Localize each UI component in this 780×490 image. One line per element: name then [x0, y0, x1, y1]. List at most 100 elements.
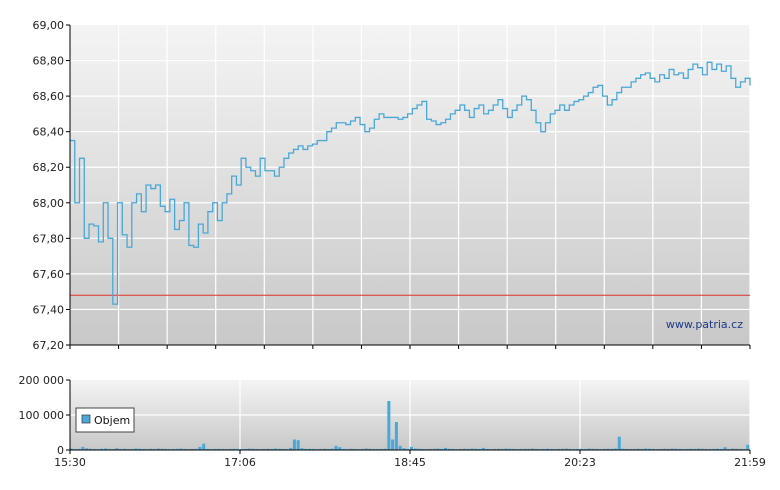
- volume-bar: [372, 448, 376, 450]
- volume-bar: [88, 448, 92, 450]
- volume-bar: [281, 448, 285, 450]
- volume-bar: [644, 448, 648, 450]
- volume-bar: [364, 448, 368, 450]
- volume-bar: [591, 448, 595, 450]
- volume-bar: [323, 448, 327, 450]
- volume-bar: [349, 448, 353, 450]
- volume-bar: [130, 448, 134, 450]
- volume-bar: [413, 448, 417, 450]
- price-y-axis: 69,00 68,80 68,60 68,40 68,20 68,00 67,80 67,60…: [33, 19, 70, 352]
- legend-swatch: [81, 414, 91, 424]
- volume-bar: [134, 448, 138, 450]
- volume-bar: [406, 448, 410, 450]
- price-y-tick-label: 67,40: [33, 303, 65, 316]
- volume-bar: [353, 448, 357, 450]
- volume-bar: [85, 448, 89, 450]
- volume-bar: [92, 448, 96, 450]
- volume-bar: [546, 448, 550, 450]
- volume-bar: [512, 448, 516, 450]
- price-y-tick-label: 68,20: [33, 161, 65, 174]
- volume-bar: [595, 448, 599, 450]
- volume-bar: [70, 448, 74, 450]
- volume-bar: [251, 448, 255, 450]
- volume-bar: [379, 448, 383, 450]
- volume-bar: [160, 448, 164, 450]
- volume-bar: [360, 448, 364, 450]
- volume-bar: [534, 448, 538, 450]
- volume-bar: [190, 448, 194, 450]
- volume-bar: [474, 448, 478, 450]
- volume-bar: [648, 448, 652, 450]
- volume-bar: [308, 448, 312, 450]
- price-y-tick-label: 68,80: [33, 55, 65, 68]
- volume-bar: [81, 446, 85, 450]
- volume-bar: [451, 448, 455, 450]
- volume-bar: [183, 448, 187, 450]
- volume-bar: [436, 448, 440, 450]
- volume-bar: [255, 448, 259, 450]
- volume-bar: [266, 448, 270, 450]
- volume-bar: [319, 448, 323, 450]
- volume-bar: [221, 448, 225, 450]
- volume-bar: [156, 448, 160, 450]
- volume-bar: [410, 446, 414, 450]
- volume-bar: [296, 440, 300, 450]
- time-x-axis: 15:30 17:06 18:45 20:23 21:59: [54, 450, 766, 469]
- volume-bar: [402, 448, 406, 450]
- volume-bar: [368, 448, 372, 450]
- volume-bar: [383, 448, 387, 450]
- volume-bar: [330, 448, 334, 450]
- volume-bar: [243, 448, 247, 450]
- time-x-tick-label: 15:30: [54, 456, 86, 469]
- volume-bar: [568, 448, 572, 450]
- volume-bar: [719, 448, 723, 450]
- volume-bar: [236, 448, 240, 450]
- volume-bar: [466, 448, 470, 450]
- volume-bar: [716, 448, 720, 450]
- volume-bar: [444, 447, 448, 450]
- volume-bar: [228, 448, 232, 450]
- volume-bar: [587, 448, 591, 450]
- volume-bar: [217, 448, 221, 450]
- volume-bar: [617, 436, 621, 450]
- volume-bar: [478, 448, 482, 450]
- volume-bar: [289, 447, 293, 450]
- watermark: www.patria.cz: [666, 318, 743, 331]
- volume-bar: [202, 443, 206, 450]
- volume-bar: [149, 448, 153, 450]
- volume-bar: [428, 448, 432, 450]
- volume-bar: [564, 448, 568, 450]
- volume-bar: [481, 447, 485, 450]
- volume-bar: [421, 448, 425, 450]
- volume-bar: [232, 448, 236, 450]
- volume-bar: [583, 448, 587, 450]
- volume-bar: [270, 448, 274, 450]
- volume-bar: [153, 448, 157, 450]
- volume-bar: [549, 448, 553, 450]
- price-series-line: [70, 61, 751, 305]
- price-y-tick-label: 69,00: [33, 19, 65, 32]
- volume-bar: [689, 448, 693, 450]
- volume-bar: [704, 448, 708, 450]
- volume-bar: [462, 448, 466, 450]
- volume-bar: [500, 448, 504, 450]
- volume-bar: [334, 445, 338, 450]
- volume-bar: [194, 448, 198, 450]
- volume-bar: [107, 448, 111, 450]
- volume-bar: [530, 448, 534, 450]
- volume-bar: [164, 448, 168, 450]
- legend-label: Objem: [94, 414, 130, 427]
- volume-bar: [394, 422, 398, 450]
- price-y-tick-label: 68,60: [33, 90, 65, 103]
- volume-bar: [663, 448, 667, 450]
- volume-bar: [100, 448, 104, 450]
- volume-gridlines: [70, 380, 751, 450]
- volume-bar: [470, 448, 474, 450]
- volume-bar: [561, 448, 565, 450]
- volume-bar: [262, 448, 266, 450]
- volume-bar: [277, 448, 281, 450]
- volume-bar: [119, 448, 123, 450]
- volume-bar: [527, 448, 531, 450]
- time-x-tick-label: 17:06: [224, 456, 256, 469]
